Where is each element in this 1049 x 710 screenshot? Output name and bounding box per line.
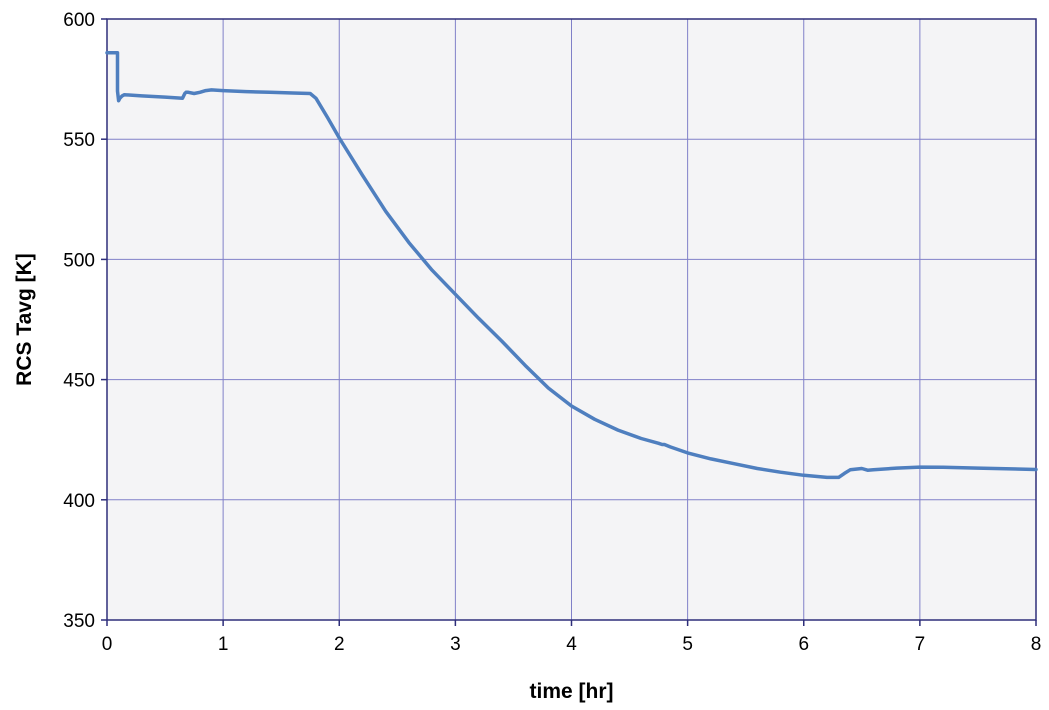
x-axis-ticks: 0 1 2 3 4 5 6 7 8	[102, 620, 1042, 655]
x-tick-label: 8	[1031, 634, 1042, 655]
x-tick-label: 7	[915, 634, 926, 655]
x-tick-label: 1	[218, 634, 229, 655]
y-tick-label: 350	[63, 611, 95, 632]
x-tick-label: 3	[450, 634, 461, 655]
y-tick-label: 600	[63, 10, 95, 31]
y-tick-label: 550	[63, 130, 95, 151]
y-axis-label: RCS Tavg [K]	[13, 253, 36, 386]
y-tick-label: 400	[63, 491, 95, 512]
y-axis-ticks: 350 400 450 500 550 600	[63, 10, 107, 632]
x-tick-label: 2	[334, 634, 345, 655]
x-tick-label: 0	[102, 634, 113, 655]
x-tick-label: 5	[682, 634, 693, 655]
x-tick-label: 6	[798, 634, 809, 655]
series-group	[105, 50, 1038, 480]
y-tick-label: 450	[63, 371, 95, 392]
x-axis-label: time [hr]	[530, 680, 614, 703]
series-line	[105, 50, 1038, 480]
x-tick-label: 4	[566, 634, 577, 655]
y-tick-label: 500	[63, 250, 95, 271]
